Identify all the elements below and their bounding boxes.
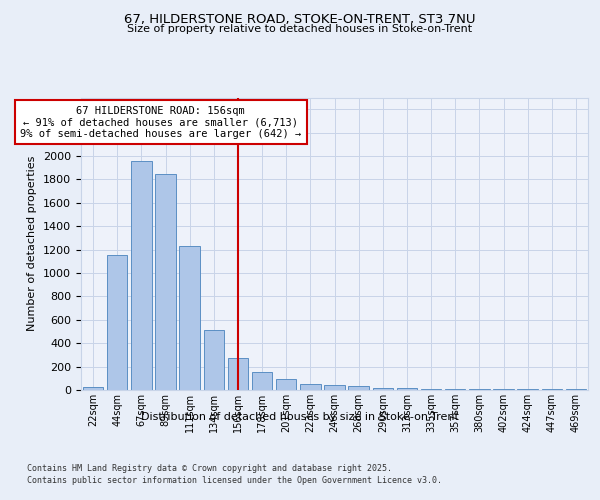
Bar (179, 246, 200, 390)
Bar (227, 358, 248, 390)
Text: 67 HILDERSTONE ROAD: 156sqm
← 91% of detached houses are smaller (6,713)
9% of s: 67 HILDERSTONE ROAD: 156sqm ← 91% of det… (20, 106, 301, 139)
Y-axis label: Number of detached properties: Number of detached properties (28, 156, 37, 332)
Text: Contains public sector information licensed under the Open Government Licence v3: Contains public sector information licen… (27, 476, 442, 485)
Bar (397, 388, 417, 390)
Text: Distribution of detached houses by size in Stoke-on-Trent: Distribution of detached houses by size … (141, 412, 459, 422)
Bar (203, 330, 224, 390)
Bar (276, 380, 296, 390)
Bar (324, 386, 345, 390)
Bar (131, 160, 152, 390)
Bar (300, 384, 320, 390)
Bar (252, 372, 272, 390)
Text: Size of property relative to detached houses in Stoke-on-Trent: Size of property relative to detached ho… (127, 24, 473, 34)
Bar (155, 174, 176, 390)
Bar (349, 386, 369, 390)
Text: Contains HM Land Registry data © Crown copyright and database right 2025.: Contains HM Land Registry data © Crown c… (27, 464, 392, 473)
Text: 67, HILDERSTONE ROAD, STOKE-ON-TRENT, ST3 7NU: 67, HILDERSTONE ROAD, STOKE-ON-TRENT, ST… (124, 12, 476, 26)
Bar (373, 388, 393, 390)
Bar (83, 387, 103, 390)
Bar (107, 256, 127, 390)
